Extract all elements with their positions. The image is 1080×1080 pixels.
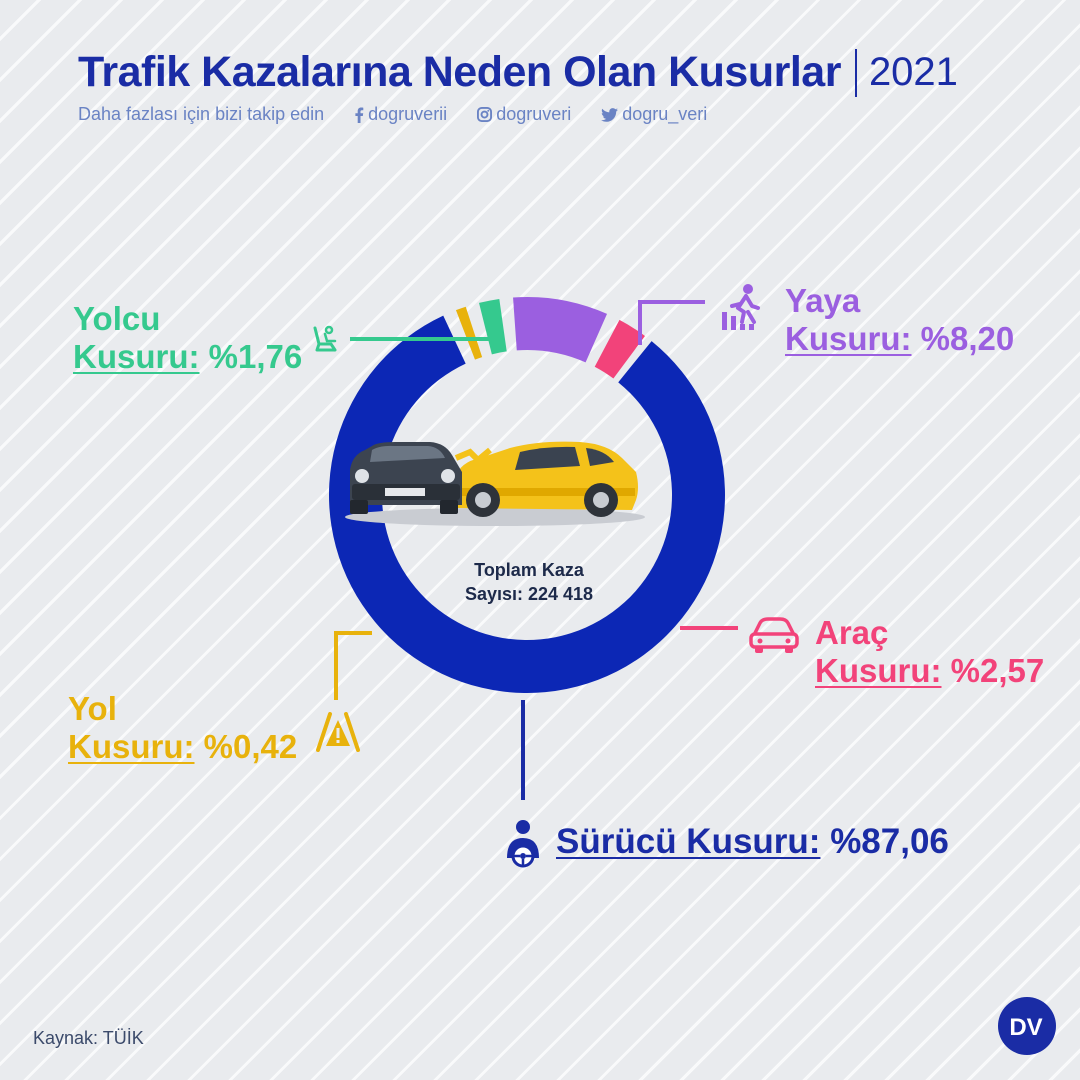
- label-yaya: Yaya Kusuru: %8,20: [785, 282, 1014, 358]
- instagram-handle: dogruveri: [496, 104, 572, 124]
- social-bar: Daha fazlası için bizi takip edin dogruv…: [78, 104, 707, 125]
- label-yolcu-line1: Yolcu: [73, 300, 161, 337]
- twitter-link[interactable]: dogru_veri: [601, 104, 707, 125]
- logo-text: DV: [1009, 1014, 1042, 1041]
- total-label-line2: Sayısı: 224 418: [464, 584, 594, 604]
- title-divider: [854, 48, 857, 97]
- leader-line-yol: [334, 631, 372, 700]
- label-yol-line2: Kusuru:: [68, 728, 195, 765]
- donut-slice-3: [513, 297, 608, 363]
- label-yol: Yol Kusuru: %0,42: [68, 690, 297, 766]
- label-yaya-line1: Yaya: [785, 282, 861, 319]
- car-crash-illustration: [345, 441, 645, 526]
- label-arac-line1: Araç: [815, 614, 889, 651]
- chart-year: 2021: [868, 50, 958, 94]
- label-yolcu-line2: Kusuru:: [73, 338, 200, 375]
- total-accidents: Toplam Kaza Sayısı: 224 418: [440, 558, 618, 606]
- dogruveri-logo: DV: [998, 997, 1056, 1055]
- donut-slice-2: [479, 298, 507, 355]
- car-icon: [749, 617, 799, 653]
- driver-icon: [507, 820, 539, 868]
- label-surucu: Sürücü Kusuru: %87,06: [556, 823, 949, 861]
- road-warning-icon: [316, 712, 360, 752]
- passenger-seat-icon: [313, 325, 337, 352]
- instagram-link[interactable]: dogruveri: [477, 104, 571, 125]
- facebook-handle: dogruverii: [368, 104, 448, 124]
- pedestrian-crossing-icon: [722, 284, 760, 330]
- label-arac: Araç Kusuru: %2,57: [815, 614, 1044, 690]
- follow-text: Daha fazlası için bizi takip edin: [78, 104, 325, 124]
- chart-title: Trafik Kazalarına Neden Olan Kusurlar: [78, 48, 841, 96]
- facebook-link[interactable]: dogruverii: [354, 104, 447, 125]
- label-arac-value: %2,57: [950, 652, 1045, 689]
- label-yaya-value: %8,20: [920, 320, 1015, 357]
- facebook-icon: [355, 107, 364, 123]
- label-yolcu-value: %1,76: [208, 338, 303, 375]
- twitter-handle: dogru_veri: [622, 104, 708, 124]
- source-note: Kaynak: TÜİK: [33, 1028, 144, 1048]
- instagram-icon: [477, 107, 493, 122]
- donut-slice-1: [455, 306, 483, 360]
- label-surucu-value: %87,06: [830, 822, 949, 861]
- leader-line-yaya: [638, 300, 705, 345]
- twitter-icon: [601, 107, 619, 122]
- total-label-line1: Toplam Kaza: [474, 560, 584, 580]
- title-row: Trafik Kazalarına Neden Olan Kusurlar 20…: [78, 48, 958, 97]
- label-surucu-line1: Sürücü Kusuru:: [556, 822, 821, 861]
- label-arac-line2: Kusuru:: [815, 652, 942, 689]
- label-yol-line1: Yol: [68, 690, 117, 727]
- donut-slice-4: [594, 319, 645, 379]
- label-yaya-line2: Kusuru:: [785, 320, 912, 357]
- donut-slices: [328, 297, 725, 693]
- label-yolcu: Yolcu Kusuru: %1,76: [73, 300, 302, 376]
- label-yol-value: %0,42: [203, 728, 298, 765]
